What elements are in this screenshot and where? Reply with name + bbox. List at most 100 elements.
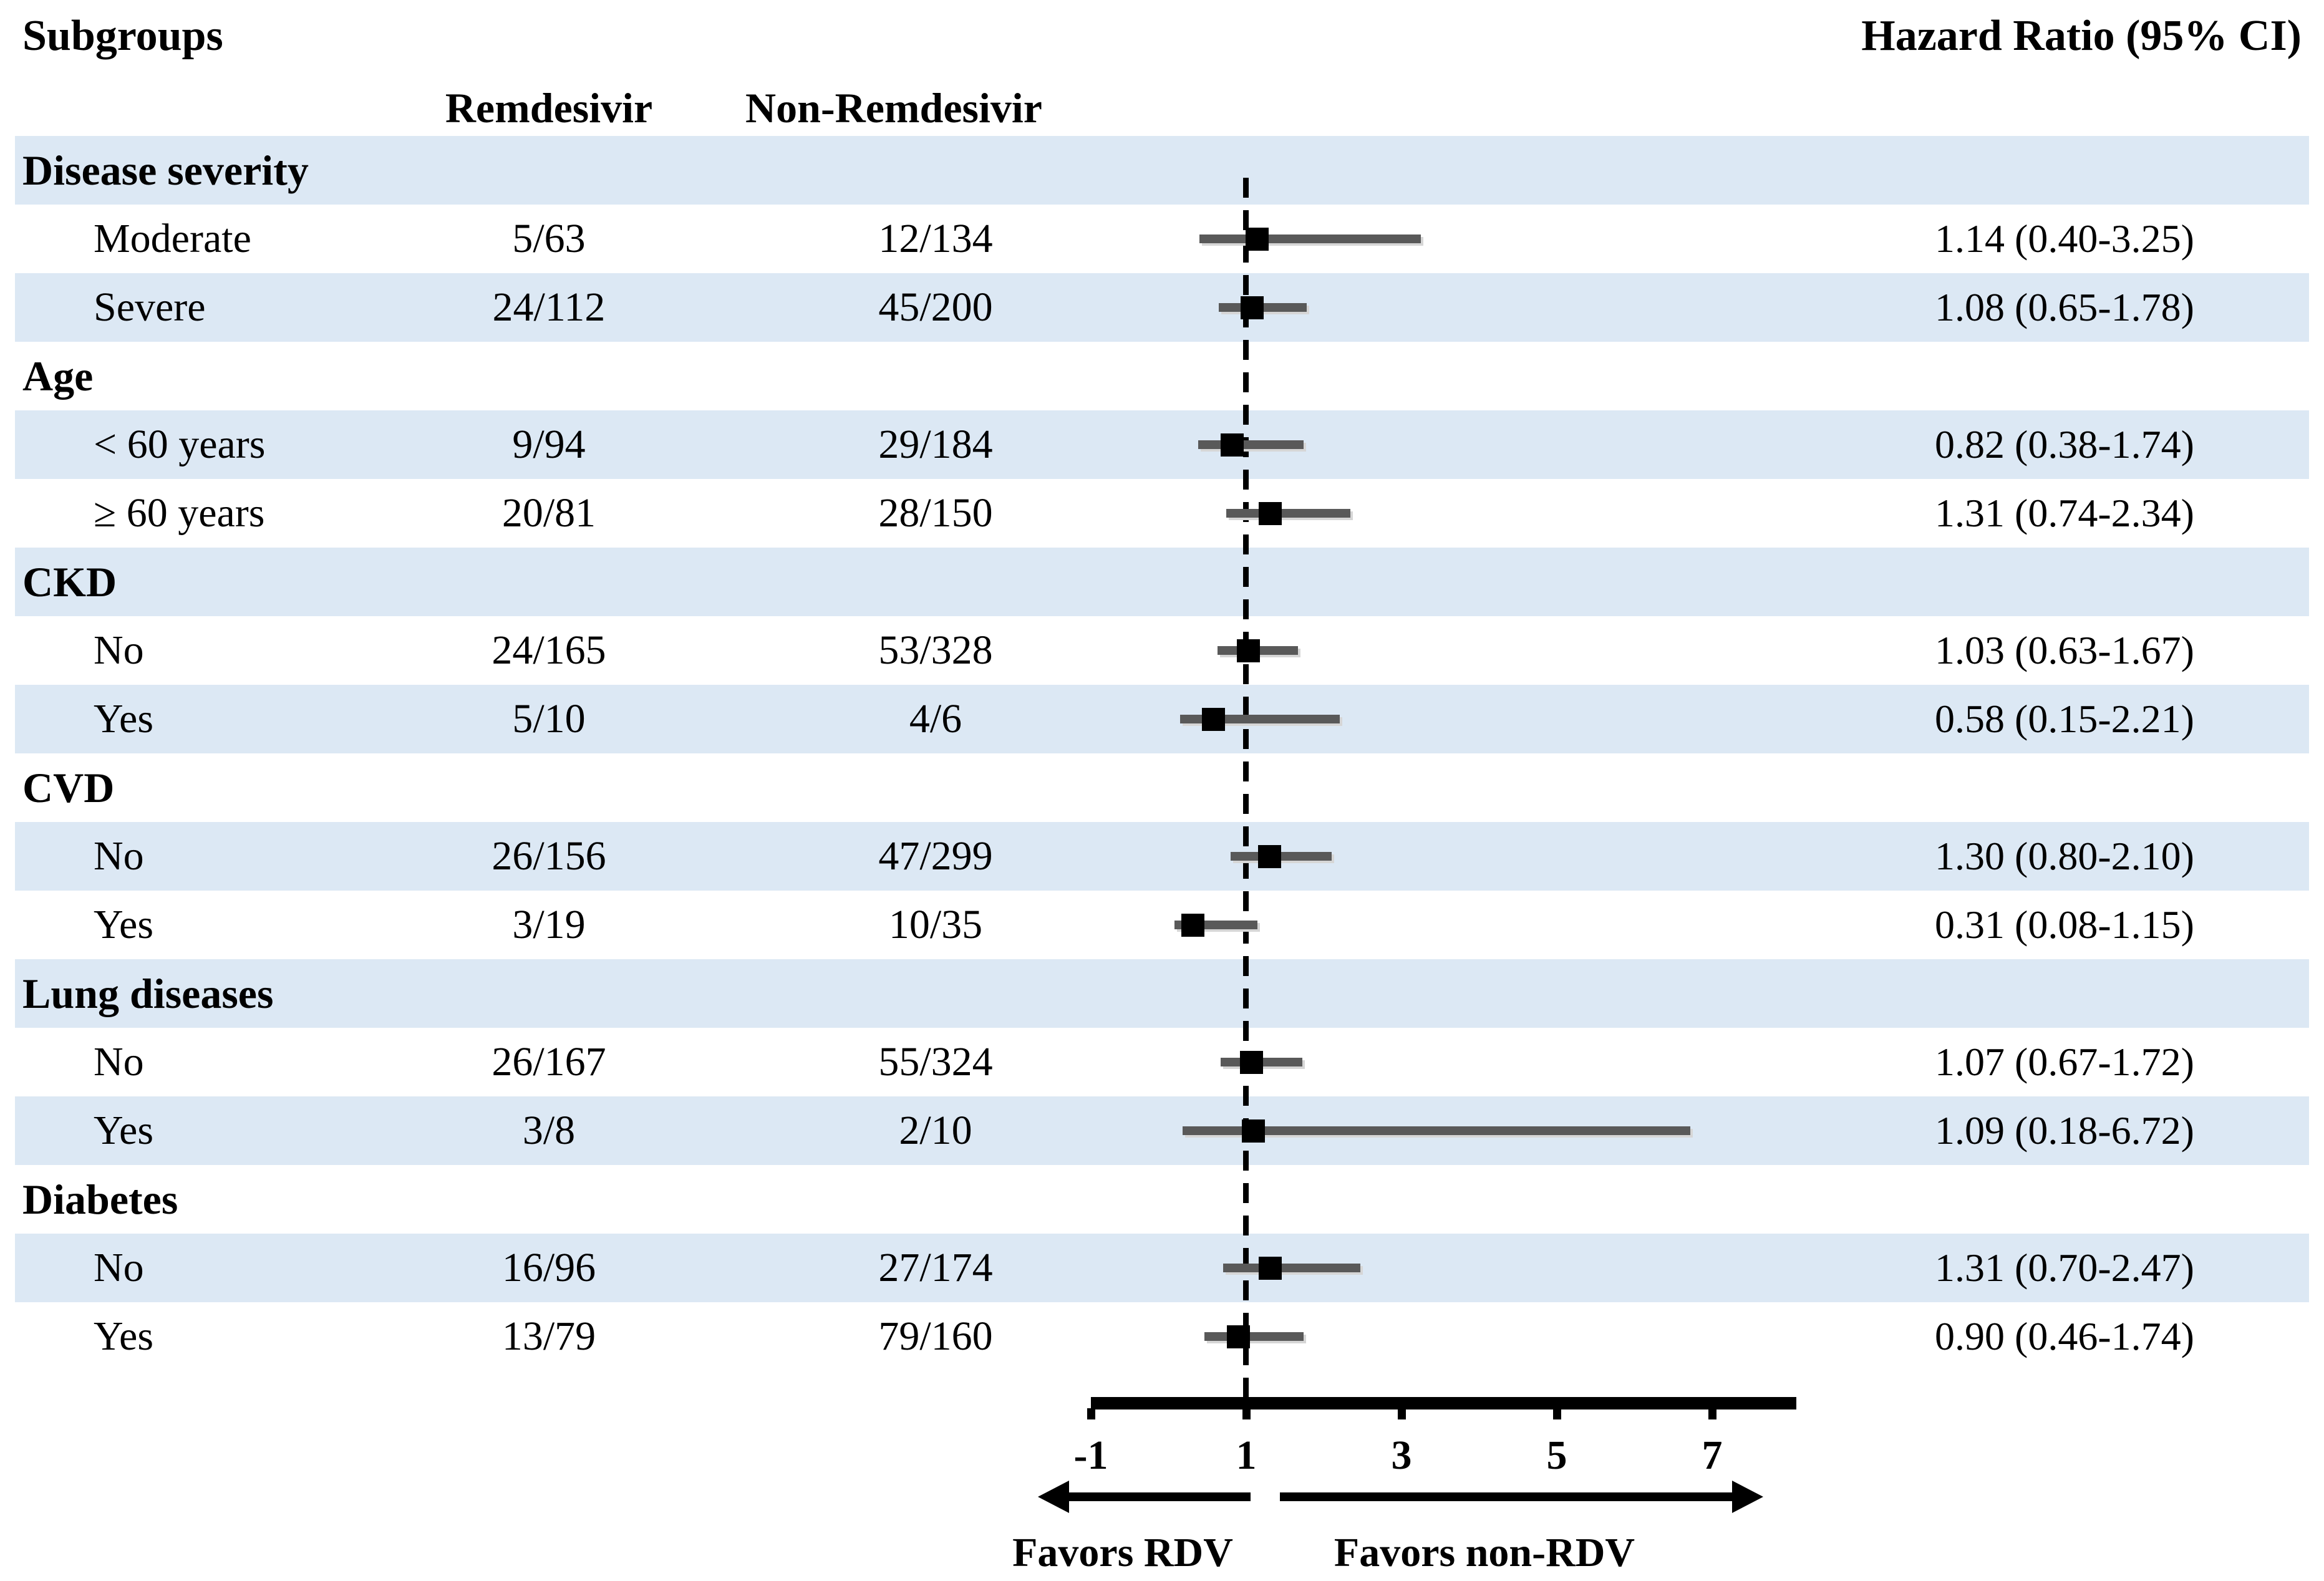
x-axis-tick	[1553, 1408, 1561, 1419]
non-remdesivir-count: 29/184	[878, 422, 993, 467]
hazard-ratio-value: 1.08 (0.65-1.78)	[1935, 285, 2194, 329]
non-remdesivir-count: 10/35	[888, 902, 983, 947]
table-row: No 24/165 53/328 1.03 (0.63-1.67)	[0, 616, 2324, 685]
subgroups-header: Subgroups	[22, 12, 223, 60]
hr-point-marker	[1202, 708, 1225, 731]
row-shading-band	[15, 1096, 2309, 1165]
remdesivir-count: 9/94	[512, 422, 586, 467]
favors-non-rdv-arrow-shaft	[1280, 1492, 1732, 1501]
subgroup-item-label: Yes	[94, 1313, 154, 1359]
table-row: < 60 years 9/94 29/184 0.82 (0.38-1.74)	[0, 410, 2324, 479]
hazard-ratio-value: 1.30 (0.80-2.10)	[1935, 834, 2194, 878]
hr-point-marker	[1259, 1257, 1282, 1280]
hr-point-marker	[1227, 1325, 1250, 1348]
x-axis-tick-label: 1	[1236, 1433, 1257, 1478]
row-shading-band	[15, 136, 2309, 205]
subgroup-item-label: < 60 years	[94, 422, 266, 467]
table-row: No 26/167 55/324 1.07 (0.67-1.72)	[0, 1028, 2324, 1096]
reference-line	[1243, 178, 1249, 1397]
remdesivir-count: 24/112	[492, 284, 606, 330]
x-axis-tick-label: 3	[1391, 1433, 1412, 1478]
subgroup-item-label: No	[94, 1039, 144, 1085]
ci-line	[1199, 234, 1421, 243]
table-row: Severe 24/112 45/200 1.08 (0.65-1.78)	[0, 273, 2324, 342]
remdesivir-count: 26/167	[491, 1039, 606, 1085]
table-row: Yes 13/79 79/160 0.90 (0.46-1.74)	[0, 1302, 2324, 1371]
x-axis-tick	[1242, 1408, 1251, 1419]
hr-point-marker	[1259, 502, 1282, 525]
subgroup-item-label: No	[94, 1245, 144, 1290]
non-remdesivir-count: 79/160	[878, 1313, 993, 1359]
x-axis-tick	[1398, 1408, 1406, 1419]
hazard-ratio-value: 0.58 (0.15-2.21)	[1935, 697, 2194, 741]
table-row: Disease severity	[0, 136, 2324, 205]
ci-line	[1231, 852, 1332, 861]
favors-non-rdv-arrowhead-icon	[1732, 1481, 1763, 1513]
hazard-ratio-value: 1.09 (0.18-6.72)	[1935, 1108, 2194, 1153]
remdesivir-count: 24/165	[491, 627, 606, 673]
remdesivir-count: 20/81	[501, 490, 596, 536]
table-row: CKD	[0, 548, 2324, 616]
hr-point-marker	[1241, 296, 1264, 319]
x-axis-tick	[1087, 1408, 1095, 1419]
subgroup-item-label: No	[94, 627, 144, 673]
favors-rdv-arrow-shaft	[1068, 1492, 1251, 1501]
hr-point-marker	[1246, 228, 1269, 251]
subgroup-item-label: No	[94, 833, 144, 879]
hr-point-marker	[1258, 845, 1281, 868]
row-shading-band	[15, 685, 2309, 753]
ci-line	[1223, 1264, 1360, 1272]
favors-rdv-arrowhead-icon	[1038, 1481, 1069, 1513]
table-row: Yes 5/10 4/6 0.58 (0.15-2.21)	[0, 685, 2324, 753]
x-axis-tick-label: -1	[1073, 1433, 1108, 1478]
x-axis-tick-label: 7	[1702, 1433, 1723, 1478]
table-row: Yes 3/8 2/10 1.09 (0.18-6.72)	[0, 1096, 2324, 1165]
hazard-ratio-value: 0.82 (0.38-1.74)	[1935, 422, 2194, 467]
ci-line	[1198, 440, 1304, 449]
table-row: Age	[0, 342, 2324, 410]
row-shading-band	[15, 410, 2309, 479]
subgroup-category-label: CKD	[22, 558, 117, 606]
non-remdesivir-count: 2/10	[899, 1108, 972, 1153]
remdesivir-count: 26/156	[491, 833, 606, 879]
remdesivir-count: 5/10	[512, 696, 586, 742]
row-shading-band	[15, 548, 2309, 616]
non-remdesivir-count: 47/299	[878, 833, 993, 879]
hr-point-marker	[1240, 1051, 1263, 1074]
hazard-ratio-value: 1.14 (0.40-3.25)	[1935, 216, 2194, 261]
non-remdesivir-column-header: Non-Remdesivir	[745, 84, 1042, 132]
favors-rdv-label: Favors RDV	[1012, 1530, 1233, 1575]
x-axis-tick	[1708, 1408, 1716, 1419]
subgroup-category-label: CVD	[22, 764, 115, 811]
hr-point-marker	[1221, 433, 1244, 457]
remdesivir-count: 16/96	[501, 1245, 596, 1290]
row-shading-band	[15, 822, 2309, 891]
subgroup-category-label: Diabetes	[22, 1176, 178, 1223]
hazard-ratio-header: Hazard Ratio (95% CI)	[1861, 12, 2302, 60]
subgroup-item-label: Yes	[94, 902, 154, 947]
non-remdesivir-count: 12/134	[878, 216, 993, 261]
remdesivir-count: 3/8	[522, 1108, 576, 1153]
subgroup-category-label: Disease severity	[22, 147, 309, 194]
ci-line	[1204, 1332, 1304, 1341]
table-row: ≥ 60 years 20/81 28/150 1.31 (0.74-2.34)	[0, 479, 2324, 548]
remdesivir-count: 5/63	[512, 216, 586, 261]
subgroup-item-label: Moderate	[94, 216, 251, 261]
table-row: Diabetes	[0, 1165, 2324, 1234]
remdesivir-column-header: Remdesivir	[445, 84, 653, 132]
row-shading-band	[15, 1234, 2309, 1302]
remdesivir-count: 3/19	[512, 902, 586, 947]
ci-line	[1226, 509, 1350, 518]
subgroup-item-label: Yes	[94, 696, 154, 742]
table-row: Yes 3/19 10/35 0.31 (0.08-1.15)	[0, 891, 2324, 959]
hazard-ratio-value: 1.07 (0.67-1.72)	[1935, 1040, 2194, 1084]
table-row: No 26/156 47/299 1.30 (0.80-2.10)	[0, 822, 2324, 891]
hazard-ratio-value: 1.03 (0.63-1.67)	[1935, 628, 2194, 672]
non-remdesivir-count: 4/6	[909, 696, 962, 742]
non-remdesivir-count: 28/150	[878, 490, 993, 536]
non-remdesivir-count: 53/328	[878, 627, 993, 673]
non-remdesivir-count: 55/324	[878, 1039, 993, 1085]
table-row: No 16/96 27/174 1.31 (0.70-2.47)	[0, 1234, 2324, 1302]
hr-point-marker	[1237, 639, 1260, 662]
